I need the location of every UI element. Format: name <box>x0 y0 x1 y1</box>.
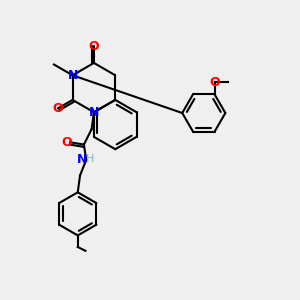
Text: O: O <box>52 102 63 115</box>
Text: O: O <box>88 40 99 52</box>
Text: O: O <box>209 76 220 88</box>
Text: N: N <box>76 154 87 166</box>
Text: N: N <box>89 106 99 119</box>
Text: O: O <box>61 136 71 149</box>
Text: H: H <box>86 154 94 164</box>
Text: N: N <box>68 69 78 82</box>
